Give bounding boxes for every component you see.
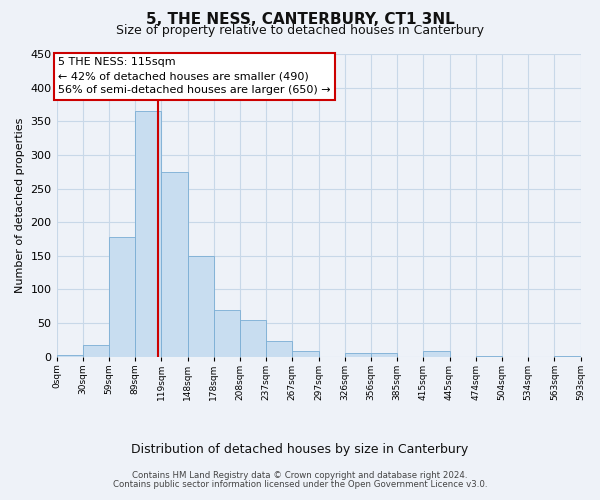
Bar <box>292 350 319 356</box>
Bar <box>240 320 266 356</box>
Text: 5 THE NESS: 115sqm
← 42% of detached houses are smaller (490)
56% of semi-detach: 5 THE NESS: 115sqm ← 42% of detached hou… <box>58 58 331 96</box>
Text: Distribution of detached houses by size in Canterbury: Distribution of detached houses by size … <box>131 442 469 456</box>
Bar <box>135 111 161 356</box>
Text: Size of property relative to detached houses in Canterbury: Size of property relative to detached ho… <box>116 24 484 37</box>
Text: 5, THE NESS, CANTERBURY, CT1 3NL: 5, THE NESS, CANTERBURY, CT1 3NL <box>146 12 454 28</box>
Bar <box>161 172 188 356</box>
Y-axis label: Number of detached properties: Number of detached properties <box>15 118 25 293</box>
Text: Contains public sector information licensed under the Open Government Licence v3: Contains public sector information licen… <box>113 480 487 489</box>
Bar <box>188 256 214 356</box>
Bar <box>371 352 397 356</box>
Bar <box>214 310 240 356</box>
Bar <box>424 352 449 356</box>
Bar <box>266 341 292 356</box>
Text: Contains HM Land Registry data © Crown copyright and database right 2024.: Contains HM Land Registry data © Crown c… <box>132 471 468 480</box>
Bar <box>345 352 371 356</box>
Bar <box>109 237 135 356</box>
Bar <box>83 344 109 356</box>
